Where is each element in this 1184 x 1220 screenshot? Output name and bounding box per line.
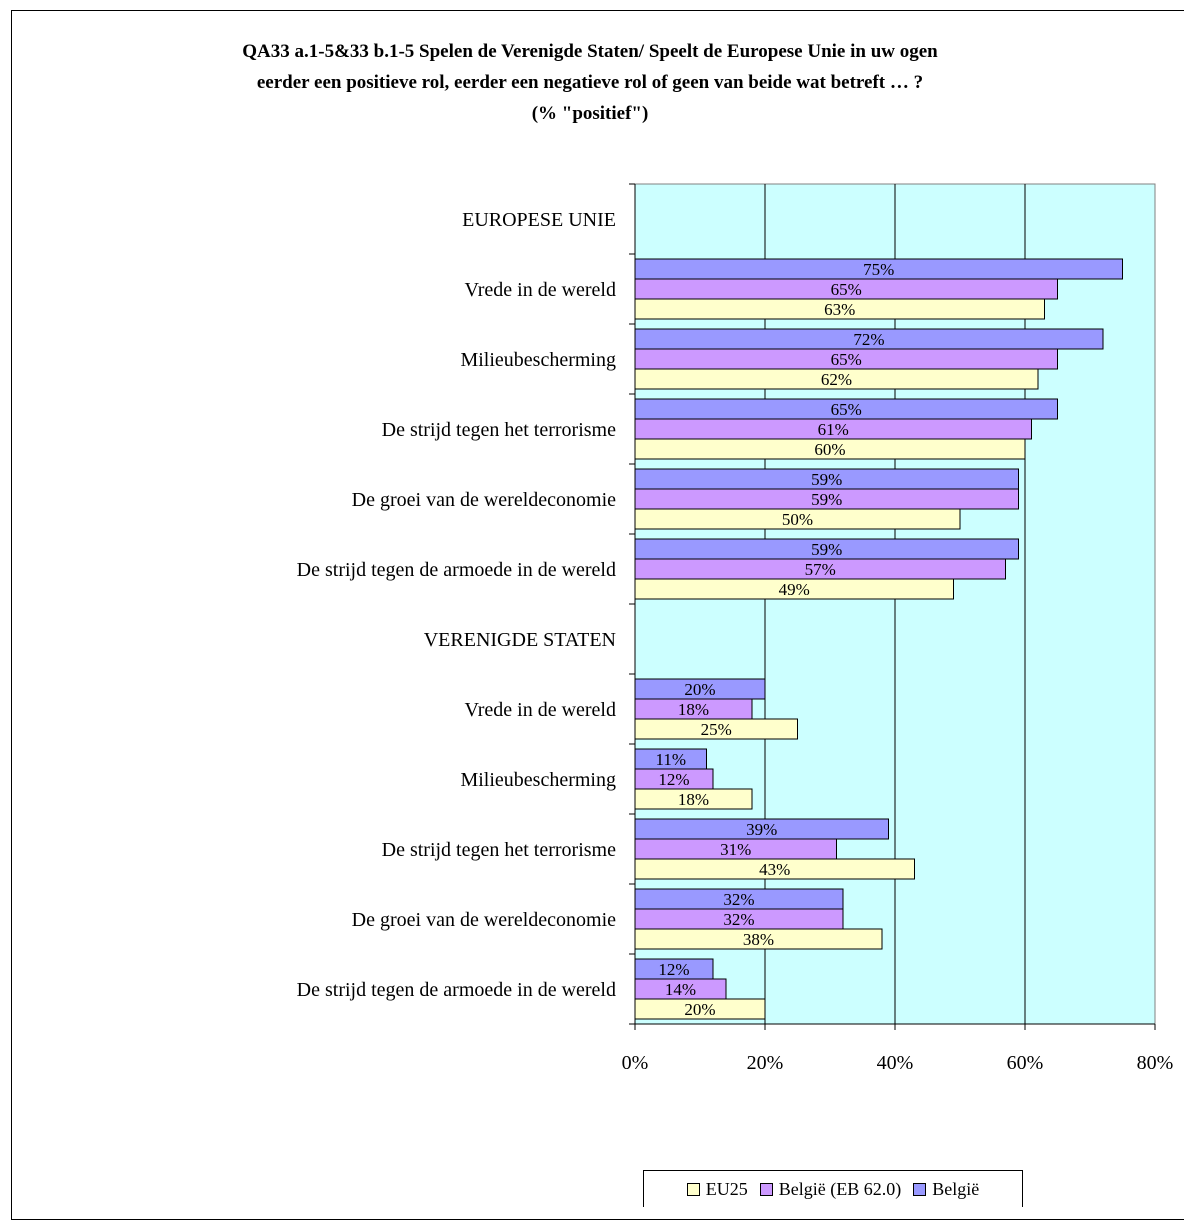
x-tick-label: 0% — [622, 1052, 649, 1074]
bar-eu25 — [634, 718, 798, 740]
category-label: Milieubescherming — [460, 769, 616, 791]
data-label: 14% — [665, 980, 696, 999]
legend-item-belgie: België — [913, 1179, 979, 1200]
legend-label-belgie: België — [932, 1178, 980, 1199]
x-tick-label: 60% — [1007, 1052, 1044, 1074]
legend-swatch-belgie-eb62 — [759, 1182, 773, 1196]
data-label: 61% — [818, 420, 849, 439]
category-label: De strijd tegen het terrorisme — [382, 839, 616, 861]
bar-eu25 — [634, 998, 766, 1020]
x-tick-label: 40% — [877, 1052, 914, 1074]
legend-swatch-eu25 — [686, 1182, 700, 1196]
category-label: De strijd tegen het terrorisme — [382, 419, 616, 441]
data-label: 32% — [723, 910, 754, 929]
data-label: 59% — [811, 470, 842, 489]
data-label: 32% — [723, 890, 754, 909]
data-label: 49% — [779, 580, 810, 599]
group-header-label: VERENIGDE STATEN — [424, 629, 616, 651]
category-label: De strijd tegen de armoede in de wereld — [297, 559, 616, 581]
bar-eu25 — [634, 438, 1026, 460]
data-label: 18% — [678, 790, 709, 809]
bar-eu25 — [634, 368, 1039, 390]
data-label: 59% — [811, 540, 842, 559]
data-label: 18% — [678, 700, 709, 719]
category-label: Vrede in de wereld — [464, 699, 616, 721]
group-header-label: EUROPESE UNIE — [462, 209, 616, 231]
legend-swatch-belgie — [913, 1182, 927, 1196]
x-tick-label: 20% — [747, 1052, 784, 1074]
bar-eu25 — [634, 858, 915, 880]
chart-legend: EU25 België (EB 62.0) België — [643, 1170, 1023, 1207]
data-label: 57% — [805, 560, 836, 579]
data-label: 72% — [853, 330, 884, 349]
bar-eu25 — [634, 508, 961, 530]
chart-title-line-1: QA33 a.1-5&33 b.1-5 Spelen de Verenigde … — [242, 41, 938, 62]
category-label: Milieubescherming — [460, 349, 616, 371]
x-tick-label: 80% — [1137, 1052, 1174, 1074]
data-label: 20% — [684, 1000, 715, 1019]
data-label: 20% — [684, 680, 715, 699]
data-label: 65% — [831, 400, 862, 419]
data-label: 62% — [821, 370, 852, 389]
legend-item-belgie-eb62: België (EB 62.0) — [759, 1178, 902, 1200]
data-label: 11% — [655, 750, 686, 769]
data-label: 75% — [863, 260, 894, 279]
category-label: De strijd tegen de armoede in de wereld — [297, 979, 616, 1001]
data-label: 65% — [831, 350, 862, 369]
data-label: 39% — [746, 820, 777, 839]
legend-item-eu25: EU25 — [686, 1178, 748, 1200]
category-label: De groei van de wereldeconomie — [352, 489, 616, 511]
category-label: De groei van de wereldeconomie — [352, 909, 616, 931]
data-label: 31% — [720, 840, 751, 859]
data-label: 60% — [814, 440, 845, 459]
legend-label-eu25: EU25 — [705, 1178, 748, 1199]
data-label: 12% — [658, 770, 689, 789]
chart-title-line-2: eerder een positieve rol, eerder een neg… — [256, 72, 924, 93]
data-label: 38% — [743, 930, 774, 949]
data-label: 59% — [811, 490, 842, 509]
data-label: 63% — [824, 300, 855, 319]
bar-eu25 — [634, 788, 753, 810]
bar-eu25 — [634, 928, 883, 950]
data-label: 12% — [658, 960, 689, 979]
data-label: 50% — [782, 510, 813, 529]
chart-title: QA33 a.1-5&33 b.1-5 Spelen de Verenigde … — [60, 36, 1120, 129]
legend-label-belgie-eb62: België (EB 62.0) — [778, 1178, 902, 1199]
bar-eu25 — [634, 578, 954, 600]
category-label: Vrede in de wereld — [464, 279, 616, 301]
data-label: 43% — [759, 860, 790, 879]
data-label: 65% — [831, 280, 862, 299]
bar-eu25 — [634, 298, 1045, 320]
data-label: 25% — [701, 720, 732, 739]
chart-title-line-3: (% "positief") — [531, 103, 649, 124]
